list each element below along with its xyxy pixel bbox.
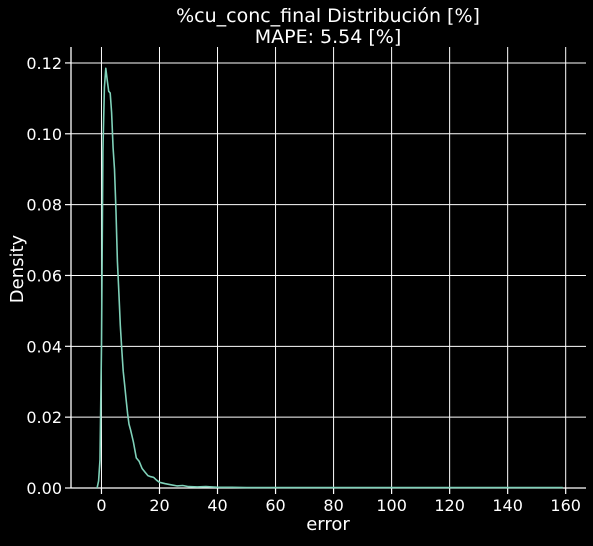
x-tick-label: 120 bbox=[434, 496, 465, 515]
y-tick-label: 0.02 bbox=[26, 408, 62, 427]
x-tick-label: 140 bbox=[492, 496, 523, 515]
x-tick-label: 20 bbox=[149, 496, 169, 515]
x-tick-label: 0 bbox=[96, 496, 106, 515]
x-tick-label: 100 bbox=[376, 496, 407, 515]
x-tick-label: 80 bbox=[323, 496, 343, 515]
series-layer bbox=[96, 67, 563, 489]
x-axis-label: error bbox=[306, 514, 350, 535]
y-tick-label: 0.10 bbox=[26, 125, 62, 144]
y-tick-label: 0.00 bbox=[26, 479, 62, 498]
y-tick-label: 0.06 bbox=[26, 266, 62, 285]
x-tick-label: 160 bbox=[550, 496, 581, 515]
tick-labels: 0 20 40 60 80 100 120 140 160 0.00 0.02 0.04 0.06 0.0… bbox=[26, 54, 581, 515]
y-tick-label: 0.12 bbox=[26, 54, 62, 73]
chart-title: %cu_conc_final Distribución [%] bbox=[176, 5, 480, 27]
x-tick-label: 40 bbox=[207, 496, 227, 515]
grid bbox=[71, 47, 586, 489]
y-tick-label: 0.04 bbox=[26, 337, 62, 356]
y-axis-label: Density bbox=[7, 234, 28, 303]
y-tick-label: 0.08 bbox=[26, 196, 62, 215]
density-curve bbox=[96, 67, 563, 489]
x-tick-label: 60 bbox=[265, 496, 285, 515]
chart-subtitle: MAPE: 5.54 [%] bbox=[255, 26, 402, 48]
